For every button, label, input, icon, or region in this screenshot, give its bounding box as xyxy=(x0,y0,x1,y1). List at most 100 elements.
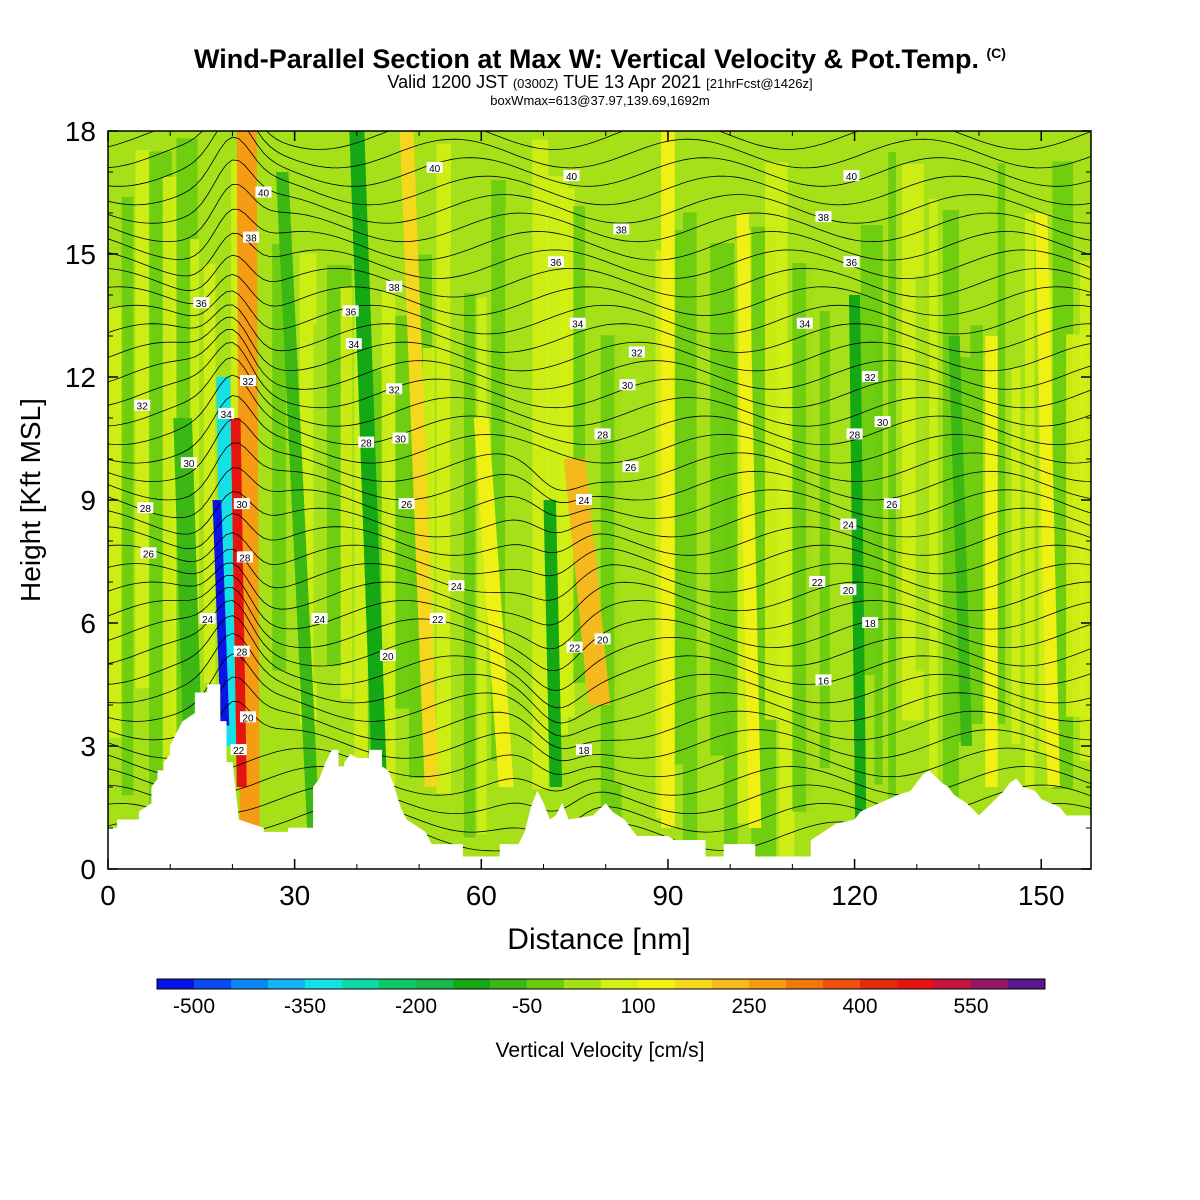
contour-label-bg xyxy=(575,494,592,505)
theta-contour xyxy=(108,136,1091,206)
contour-label: 24 xyxy=(575,494,592,507)
contour-label: 16 xyxy=(815,674,832,687)
contour-label-text: 20 xyxy=(242,713,254,724)
contour-label-bg xyxy=(140,547,157,559)
contour-label-bg xyxy=(563,170,580,182)
terrain-mask xyxy=(108,684,1091,869)
contour-label: 28 xyxy=(594,428,611,441)
contour-label-text: 18 xyxy=(865,619,877,630)
contour-label: 36 xyxy=(342,305,359,318)
theta-contour xyxy=(108,562,1091,626)
contour-label-text: 34 xyxy=(348,340,360,351)
x-tick-label: 0 xyxy=(100,880,116,911)
contour-label-text: 22 xyxy=(569,644,581,655)
field-cell xyxy=(848,295,867,828)
contour-label-bg xyxy=(429,612,446,624)
contour-label-bg xyxy=(392,432,409,444)
contour-label-text: 32 xyxy=(242,377,254,388)
title-text: Wind-Parallel Section at Max W: Vertical… xyxy=(194,44,979,74)
contour-label-bg xyxy=(594,428,611,440)
contour-label-bg xyxy=(342,305,359,317)
colorbar-swatch xyxy=(601,979,639,989)
theta-contour xyxy=(108,442,1091,504)
colorbar-label: Vertical Velocity [cm/s] xyxy=(496,1039,705,1062)
contour-label: 28 xyxy=(358,436,375,450)
contour-label: 30 xyxy=(619,379,636,392)
contour-label: 34 xyxy=(796,317,813,331)
contour-label-text: 26 xyxy=(886,500,898,511)
field-cell xyxy=(543,500,563,787)
field-band xyxy=(436,143,451,794)
contour-label-text: 32 xyxy=(389,385,401,396)
contour-label-text: 28 xyxy=(140,504,152,515)
field-band xyxy=(723,352,738,848)
colorbar-tick-label: 100 xyxy=(620,995,655,1018)
contour-label-bg xyxy=(426,161,443,173)
colorbar-frame xyxy=(156,978,1046,990)
contour-label-bg xyxy=(594,633,611,645)
theta-contour xyxy=(108,632,1091,724)
contour-label-bg xyxy=(566,641,583,653)
contour-label-text: 32 xyxy=(137,402,149,413)
contour-label-text: 34 xyxy=(799,320,811,331)
field-band xyxy=(1011,367,1021,745)
contour-label: 26 xyxy=(622,461,639,474)
contour-label-text: 30 xyxy=(622,381,634,392)
contour-label: 36 xyxy=(547,256,564,269)
contour-label-text: 28 xyxy=(361,439,373,450)
contour-label-text: 32 xyxy=(631,348,643,359)
contour-label-bg xyxy=(134,399,151,411)
field-band xyxy=(340,287,353,699)
colorbar-swatch xyxy=(194,979,232,989)
field-cell xyxy=(661,131,675,828)
theta-contour xyxy=(108,513,1091,556)
contour-label: 32 xyxy=(134,399,151,413)
velocity-field xyxy=(108,131,1091,869)
contour-label-text: 38 xyxy=(616,225,628,236)
contour-label-bg xyxy=(448,580,465,592)
contour-label-text: 28 xyxy=(849,430,861,441)
contour-label: 28 xyxy=(846,428,863,441)
contour-label-text: 22 xyxy=(432,615,444,626)
contour-label-bg xyxy=(846,428,863,440)
chart-subtitle: Valid 1200 JST (0300Z) TUE 13 Apr 2021 [… xyxy=(0,72,1200,93)
contour-label-text: 36 xyxy=(345,307,357,318)
contour-label-bg xyxy=(255,186,272,198)
contour-label-text: 30 xyxy=(236,500,248,511)
contour-label: 38 xyxy=(243,231,260,245)
contour-label-text: 18 xyxy=(578,746,590,757)
field-band xyxy=(970,325,983,724)
colorbar-swatch xyxy=(564,979,602,989)
y-tick-label: 12 xyxy=(65,362,96,393)
contour-label-bg xyxy=(547,256,564,268)
contour-label: 24 xyxy=(448,580,465,593)
contour-label-bg xyxy=(815,211,832,223)
contour-label-bg xyxy=(345,338,362,350)
theta-contour xyxy=(108,131,1091,169)
field-band xyxy=(532,139,549,790)
contour-label: 32 xyxy=(862,371,879,384)
terrain xyxy=(108,684,1091,869)
contour-label: 40 xyxy=(255,186,272,200)
field-band xyxy=(655,250,664,818)
field-cell xyxy=(736,213,762,828)
colorbar-swatch xyxy=(379,979,417,989)
contour-label-text: 24 xyxy=(451,582,463,593)
contour-label-bg xyxy=(622,461,639,473)
contour-label-bg xyxy=(236,551,253,563)
contour-label-bg xyxy=(843,256,860,268)
field-band xyxy=(518,367,532,764)
theta-contour xyxy=(108,491,1091,538)
x-axis-label: Distance [nm] xyxy=(507,923,690,956)
contour-label-bg xyxy=(199,612,216,624)
boxmax-note: boxWmax=613@37.97,139.69,1692m xyxy=(490,93,710,108)
theta-contour xyxy=(108,395,1091,464)
theta-contour xyxy=(108,341,1091,409)
field-band xyxy=(203,263,216,684)
contour-label-text: 40 xyxy=(846,172,858,183)
colorbar-swatch xyxy=(749,979,787,989)
copyright-mark: (C) xyxy=(986,45,1006,61)
contour-label: 38 xyxy=(613,223,630,236)
theta-contour xyxy=(108,653,1091,737)
